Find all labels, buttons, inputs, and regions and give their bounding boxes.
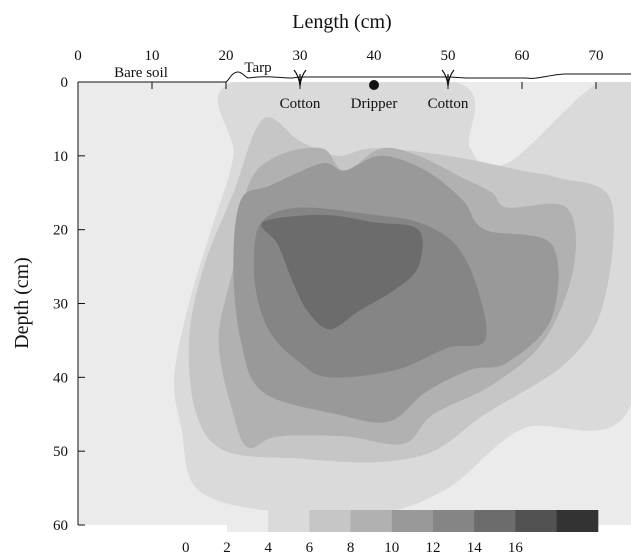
x-axis-title: Length (cm) (292, 11, 391, 33)
colorbar-swatch (474, 510, 516, 532)
y-axis-ticks: 0 10 20 30 40 50 60 (53, 75, 85, 534)
x-tick-label: 70 (589, 48, 604, 64)
colorbar-tick-label: 8 (347, 540, 355, 556)
dripper-label: Dripper (351, 96, 398, 112)
x-tick-label: 40 (367, 48, 382, 64)
colorbar-tick-label: 14 (467, 540, 483, 556)
surface-markers: Cotton Dripper Cotton (280, 69, 469, 112)
cotton-plant-icon (293, 69, 307, 87)
x-axis-ticks: 0 10 20 30 40 50 60 70 (74, 48, 604, 89)
colorbar-swatch (350, 510, 393, 532)
colorbar-tick-label: 4 (264, 540, 272, 556)
cotton-plant-icon (441, 69, 455, 87)
y-tick-label: 20 (53, 223, 68, 239)
y-tick-label: 30 (53, 297, 68, 313)
colorbar-tick-label: 16 (508, 540, 524, 556)
colorbar-tick-label: 6 (306, 540, 314, 556)
x-tick-label: 20 (219, 48, 234, 64)
colorbar-tick-label: 10 (384, 540, 399, 556)
y-axis-title: Depth (cm) (11, 257, 33, 349)
bare-soil-label: Bare soil (114, 65, 168, 81)
axes: 0 10 20 30 40 50 60 0 10 20 30 40 50 60 70 (53, 48, 604, 534)
surface-profile-line (78, 71, 631, 83)
x-tick-label: 0 (74, 48, 82, 64)
colorbar-swatch (433, 510, 475, 532)
x-tick-label: 10 (145, 48, 160, 64)
colorbar-swatch (556, 510, 599, 532)
colorbar-swatch (515, 510, 558, 532)
cotton-label: Cotton (428, 96, 469, 112)
x-tick-label: 30 (293, 48, 308, 64)
x-tick-label: 50 (441, 48, 456, 64)
y-tick-label: 10 (53, 149, 68, 165)
colorbar-tick-label: 12 (426, 540, 441, 556)
y-tick-label: 0 (61, 75, 69, 91)
y-tick-label: 60 (53, 518, 68, 534)
y-tick-label: 40 (53, 370, 68, 386)
x-tick-label: 60 (515, 48, 530, 64)
dripper-dot-icon (369, 80, 379, 90)
colorbar-tick-label: 2 (223, 540, 231, 556)
colorbar-swatch (227, 510, 269, 532)
contour-band-14 (261, 214, 423, 330)
colorbar: 0 2 4 6 8 10 12 14 16 (182, 510, 599, 556)
tarp-label: Tarp (244, 60, 271, 76)
y-tick-label: 50 (53, 444, 68, 460)
colorbar-swatch (309, 510, 352, 532)
colorbar-tick-label: 0 (182, 540, 190, 556)
cotton-label: Cotton (280, 96, 321, 112)
plot-area (78, 82, 631, 525)
colorbar-swatch (268, 510, 310, 532)
colorbar-swatch (391, 510, 434, 532)
contour-layers (78, 82, 631, 525)
